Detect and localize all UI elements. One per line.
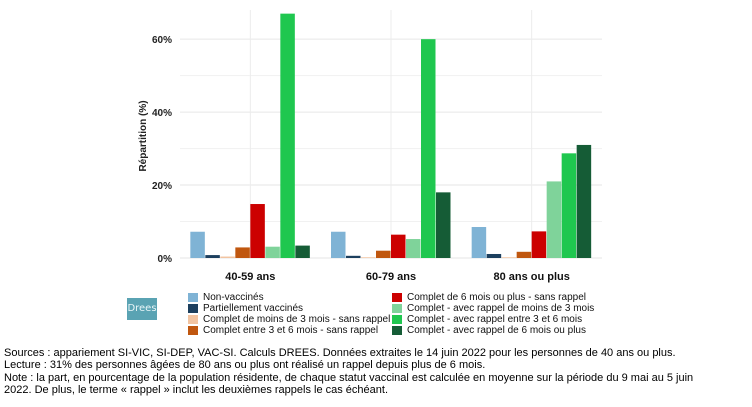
y-axis-ticks: 0% 20% 40% 60% bbox=[152, 35, 172, 265]
bar bbox=[471, 227, 487, 258]
bar bbox=[391, 234, 406, 258]
legend-swatch bbox=[188, 304, 198, 313]
y-tick-label: 0% bbox=[158, 254, 173, 265]
bar bbox=[436, 192, 451, 258]
bar bbox=[486, 253, 502, 258]
legend-swatch bbox=[392, 315, 402, 324]
legend-swatch bbox=[188, 326, 198, 335]
legend: Non-vaccinés Partiellement vaccinés Comple… bbox=[188, 292, 608, 340]
bar bbox=[561, 153, 577, 258]
footer-note-cont: 2022. De plus, le terme « rappel » inclu… bbox=[4, 383, 388, 396]
legend-label: Partiellement vaccinés bbox=[203, 303, 304, 314]
bar bbox=[280, 13, 295, 258]
legend-label: Complet de moins de 3 mois - sans rappel bbox=[203, 314, 391, 325]
footer-reading: Lecture : 31% des personnes âgées de 80 … bbox=[4, 359, 486, 372]
bar bbox=[406, 239, 421, 258]
bar bbox=[546, 181, 562, 258]
bar bbox=[295, 245, 310, 258]
bar bbox=[501, 257, 517, 258]
legend-label: Complet entre 3 et 6 mois - sans rappel bbox=[203, 325, 379, 336]
legend-swatch bbox=[392, 304, 402, 313]
y-tick-label: 20% bbox=[152, 181, 172, 192]
legend-swatch bbox=[188, 293, 198, 302]
legend-swatch bbox=[392, 326, 402, 335]
bars bbox=[190, 13, 592, 259]
legend-item: Non-vaccinés bbox=[188, 292, 264, 303]
bar bbox=[250, 204, 265, 258]
legend-label: Complet de 6 mois ou plus - sans rappel bbox=[407, 292, 586, 303]
y-tick-label: 60% bbox=[152, 35, 172, 46]
gridlines bbox=[180, 10, 602, 259]
legend-label: Complet - avec rappel entre 3 et 6 mois bbox=[407, 314, 583, 325]
bar-chart: 0% 20% 40% 60% 40-59 ans 60-79 ans 80 ans ou … bbox=[138, 10, 602, 283]
bar bbox=[376, 250, 391, 258]
legend-swatch bbox=[392, 293, 402, 302]
y-axis-label: Répartition (%) bbox=[138, 100, 149, 171]
bar bbox=[421, 39, 436, 259]
legend-item: Partiellement vaccinés bbox=[188, 303, 303, 314]
legend-item: Complet entre 3 et 6 mois - sans rappel bbox=[188, 325, 378, 336]
x-tick-label: 80 ans ou plus bbox=[493, 271, 569, 283]
legend-item: Complet - avec rappel entre 3 et 6 mois bbox=[392, 314, 582, 325]
footer-sources: Sources : appariement SI-VIC, SI-DEP, VA… bbox=[4, 347, 676, 359]
bar bbox=[576, 144, 592, 258]
legend-swatch bbox=[188, 315, 198, 324]
x-tick-label: 40-59 ans bbox=[225, 271, 275, 283]
legend-item: Complet - avec rappel de moins de 3 mois bbox=[392, 303, 594, 314]
bar bbox=[346, 255, 361, 258]
chart-footer-notes: Sources : appariement SI-VIC, SI-DEP, VA… bbox=[4, 347, 750, 396]
bar bbox=[531, 231, 547, 258]
legend-item: Complet - avec rappel de 6 mois ou plus bbox=[392, 325, 586, 336]
legend-label: Complet - avec rappel de moins de 3 mois bbox=[407, 303, 595, 314]
bar bbox=[331, 231, 346, 258]
bar bbox=[516, 251, 532, 258]
legend-item: Complet de moins de 3 mois - sans rappel bbox=[188, 314, 390, 325]
drees-logo: Drees bbox=[127, 298, 157, 320]
bar bbox=[361, 257, 376, 258]
bar bbox=[205, 255, 220, 258]
x-tick-label: 60-79 ans bbox=[366, 271, 416, 283]
legend-item: Complet de 6 mois ou plus - sans rappel bbox=[392, 292, 586, 303]
bar bbox=[220, 256, 235, 258]
bar bbox=[265, 246, 280, 258]
footer-note: Note : la part, en pourcentage de la pop… bbox=[4, 371, 694, 384]
bar bbox=[235, 247, 250, 258]
x-axis-ticks: 40-59 ans 60-79 ans 80 ans ou plus bbox=[225, 271, 570, 283]
legend-label: Complet - avec rappel de 6 mois ou plus bbox=[407, 325, 586, 336]
legend-label: Non-vaccinés bbox=[203, 292, 264, 303]
y-tick-label: 40% bbox=[152, 108, 172, 119]
bar bbox=[190, 231, 205, 258]
